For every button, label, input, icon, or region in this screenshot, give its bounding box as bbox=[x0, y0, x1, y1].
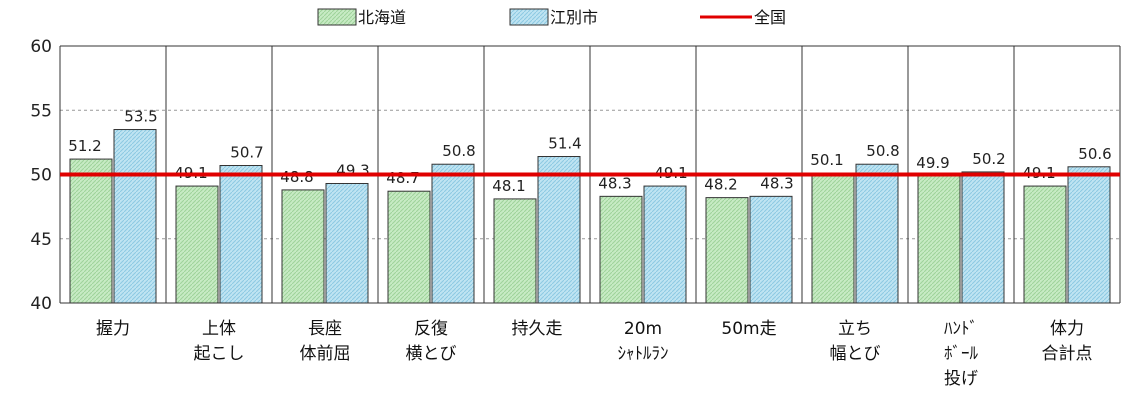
category-label-line: 握力 bbox=[96, 319, 130, 339]
bar-ebetsu bbox=[961, 171, 1005, 304]
bar-ebetsu bbox=[855, 163, 899, 304]
bar-hokkaido bbox=[281, 189, 325, 304]
category-label: 長座体前屈 bbox=[300, 319, 351, 364]
category-label-line: 幅とび bbox=[830, 344, 881, 364]
category-label-line: ｼｬﾄﾙﾗﾝ bbox=[618, 344, 669, 364]
bar-hokkaido bbox=[69, 158, 113, 304]
category-label-line: 上体 bbox=[202, 319, 236, 339]
category-label-line: 投げ bbox=[944, 369, 978, 389]
category-label: 上体起こし bbox=[194, 319, 245, 364]
bar-hokkaido bbox=[811, 172, 855, 304]
category-label: 立ち幅とび bbox=[830, 319, 881, 364]
bar-hokkaido bbox=[387, 190, 431, 304]
category-label: 握力 bbox=[96, 319, 130, 339]
bar-hokkaido bbox=[599, 195, 643, 304]
bar-ebetsu bbox=[749, 195, 793, 304]
bar-ebetsu bbox=[325, 182, 369, 304]
category-label-line: 持久走 bbox=[512, 319, 563, 339]
category-label-line: 体前屈 bbox=[300, 344, 351, 364]
bar-ebetsu bbox=[219, 165, 263, 304]
bar-hokkaido bbox=[175, 185, 219, 304]
category-label-line: ﾎﾞｰﾙ bbox=[944, 344, 978, 364]
category-label: 50m走 bbox=[721, 319, 776, 339]
value-label-ebetsu: 51.4 bbox=[548, 135, 581, 153]
category-label: 体力合計点 bbox=[1042, 319, 1093, 364]
category-label-line: 反復 bbox=[414, 319, 448, 339]
y-tick-label: 40 bbox=[30, 294, 52, 314]
category-label-line: 20m bbox=[624, 319, 662, 339]
value-label-ebetsu: 50.8 bbox=[442, 142, 475, 160]
legend: 北海道 江別市 全国 bbox=[317, 8, 786, 27]
category-label: ﾊﾝﾄﾞ ﾎﾞｰﾙ 投げ bbox=[944, 319, 978, 389]
value-label-ebetsu: 50.6 bbox=[1078, 145, 1111, 163]
value-label-ebetsu: 50.2 bbox=[972, 150, 1005, 168]
bar-hokkaido bbox=[493, 198, 537, 304]
value-label-ebetsu: 50.7 bbox=[230, 144, 263, 162]
category-label-line: 合計点 bbox=[1042, 344, 1093, 364]
y-tick-label: 60 bbox=[30, 37, 52, 57]
category-label-line: 横とび bbox=[406, 344, 457, 364]
category-label-line: 50m走 bbox=[721, 319, 776, 339]
category-label: 持久走 bbox=[512, 319, 563, 339]
category-label-line: ﾊﾝﾄﾞ bbox=[944, 319, 978, 339]
value-label-hokkaido: 48.7 bbox=[386, 169, 419, 187]
value-label-hokkaido: 48.3 bbox=[598, 174, 631, 192]
bar-ebetsu bbox=[537, 156, 581, 304]
bar-hokkaido bbox=[705, 197, 749, 304]
legend-label-national: 全国 bbox=[754, 8, 786, 27]
value-label-hokkaido: 49.9 bbox=[916, 154, 949, 172]
bars bbox=[69, 129, 1111, 304]
category-label-line: 長座 bbox=[308, 319, 342, 339]
value-label-ebetsu: 50.8 bbox=[866, 142, 899, 160]
x-axis-categories: 握力 上体起こし 長座体前屈 反復横とび 持久走 20m ｼｬﾄﾙﾗﾝ 50m走 立ち幅とび ﾊﾝ… bbox=[96, 319, 1093, 389]
category-label: 20m ｼｬﾄﾙﾗﾝ bbox=[618, 319, 669, 364]
bar-ebetsu bbox=[643, 185, 687, 304]
y-tick-label: 55 bbox=[30, 101, 52, 121]
category-label-line: 起こし bbox=[194, 344, 245, 364]
legend-swatch-ebetsu bbox=[509, 8, 549, 26]
value-label-ebetsu: 53.5 bbox=[124, 108, 157, 126]
category-label-line: 体力 bbox=[1050, 319, 1084, 339]
bar-hokkaido bbox=[917, 175, 961, 304]
value-label-ebetsu: 49.3 bbox=[336, 161, 369, 179]
bar-ebetsu bbox=[431, 163, 475, 304]
legend-swatch-hokkaido bbox=[317, 8, 357, 26]
bar-ebetsu bbox=[113, 129, 157, 304]
value-label-hokkaido: 48.1 bbox=[492, 177, 525, 195]
bar-hokkaido bbox=[1023, 185, 1067, 304]
value-label-ebetsu: 48.3 bbox=[760, 174, 793, 192]
value-label-hokkaido: 48.2 bbox=[704, 176, 737, 194]
y-tick-label: 50 bbox=[30, 166, 52, 186]
legend-label-hokkaido: 北海道 bbox=[358, 8, 406, 27]
y-tick-label: 45 bbox=[30, 230, 52, 250]
value-label-hokkaido: 51.2 bbox=[68, 137, 101, 155]
category-label: 反復横とび bbox=[406, 319, 457, 364]
y-axis-ticks: 40 45 50 55 60 bbox=[30, 37, 52, 314]
value-label-hokkaido: 48.8 bbox=[280, 168, 313, 186]
bar-ebetsu bbox=[1067, 166, 1111, 304]
legend-label-ebetsu: 江別市 bbox=[550, 8, 598, 27]
category-label-line: 立ち bbox=[838, 319, 872, 339]
value-label-hokkaido: 50.1 bbox=[810, 151, 843, 169]
